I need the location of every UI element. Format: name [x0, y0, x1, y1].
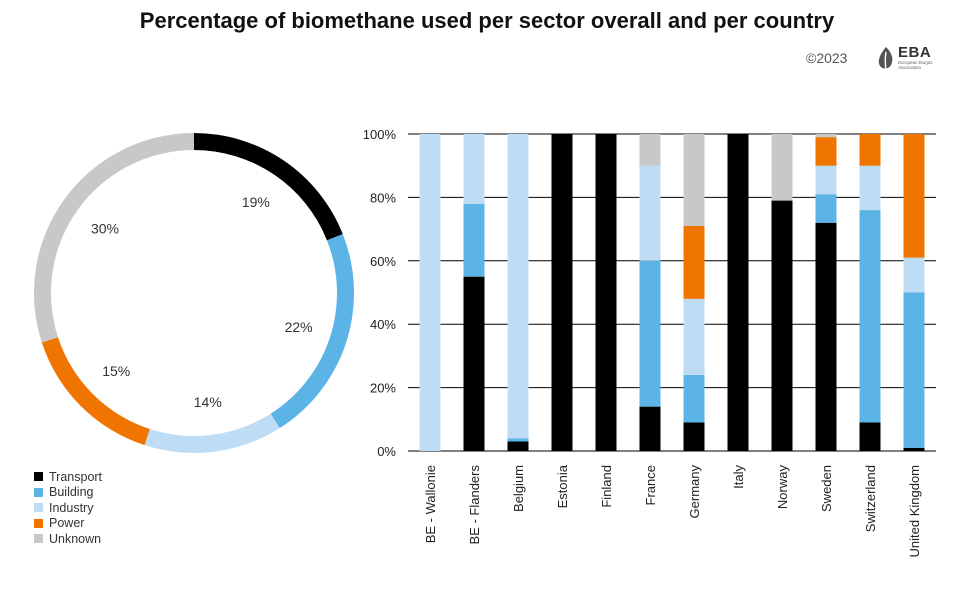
bar-switzerland-power: [859, 134, 881, 166]
donut-slice-power: [41, 337, 150, 446]
legend-label-unknown: Unknown: [49, 531, 102, 546]
x-tick-label-be-wallonie: BE - Wallonie: [423, 465, 438, 543]
legend-item-power: Power: [34, 516, 102, 532]
bar-switzerland-industry: [859, 165, 881, 211]
bar-be-flanders-transport: [463, 276, 485, 451]
bar-france-industry: [639, 165, 661, 261]
country-stacked-bar-chart: 0% 20% 40% 60% 80% 100% BE - Wallonie BE - Flan…: [363, 127, 936, 558]
y-tick-label: 40%: [370, 317, 396, 332]
bar-norway-unknown: [771, 134, 793, 201]
x-tick-label-belgium: Belgium: [511, 465, 526, 512]
bar-germany-transport: [683, 422, 705, 451]
legend-label-power: Power: [49, 516, 85, 531]
legend-swatch-transport: [34, 472, 43, 482]
x-tick-label-finland: Finland: [599, 465, 614, 508]
bar-sweden-transport: [815, 222, 837, 451]
x-tick-label-norway: Norway: [775, 465, 790, 510]
bar-switzerland-building: [859, 210, 881, 423]
y-tick-label: 60%: [370, 254, 396, 269]
donut-label-building: 22%: [285, 319, 313, 335]
legend-item-transport: Transport: [34, 469, 102, 485]
legend-label-industry: Industry: [49, 500, 94, 515]
y-tick-label: 80%: [370, 190, 396, 205]
y-tick-label: 0%: [377, 444, 396, 459]
donut-slice-building: [270, 234, 354, 429]
donut-slice-industry: [144, 413, 280, 453]
legend-swatch-unknown: [34, 534, 43, 544]
x-tick-label-germany: Germany: [687, 465, 702, 519]
sector-donut-chart: 19% 22% 14% 15% 30%: [33, 133, 354, 453]
bar-sweden-power: [815, 137, 837, 166]
bar-united-kingdom-building: [903, 292, 925, 448]
eba-logo: EBA European Biogas Association: [876, 44, 946, 74]
donut-label-industry: 14%: [194, 394, 222, 410]
bar-sweden-building: [815, 194, 837, 223]
donut-slice-transport: [194, 133, 343, 241]
bar-be-flanders-building: [463, 203, 485, 277]
donut-label-transport: 19%: [242, 194, 270, 210]
bar-france-unknown: [639, 134, 661, 166]
legend-label-transport: Transport: [49, 469, 103, 484]
x-tick-label-united-kingdom: United Kingdom: [907, 465, 922, 558]
logo-text: EBA: [898, 44, 932, 61]
bar-france-building: [639, 260, 661, 407]
bar-france-transport: [639, 406, 661, 451]
bar-finland-transport: [595, 134, 617, 451]
bar-be-wallonie-industry: [419, 134, 441, 451]
logo-subtext: European Biogas Association: [898, 60, 933, 70]
legend: Transport Building Industry Power Unknown: [34, 469, 102, 547]
x-tick-label-france: France: [643, 465, 658, 505]
legend-item-unknown: Unknown: [34, 531, 102, 547]
bar-germany-building: [683, 374, 705, 423]
bar-estonia-transport: [551, 134, 573, 451]
y-tick-label: 100%: [363, 127, 397, 142]
y-tick-label: 20%: [370, 381, 396, 396]
donut-label-power: 15%: [102, 363, 130, 379]
x-tick-label-italy: Italy: [731, 465, 746, 489]
bar-germany-power: [683, 225, 705, 299]
x-tick-label-estonia: Estonia: [555, 464, 570, 508]
bar-switzerland-transport: [859, 422, 881, 451]
chart-title: Percentage of biomethane used per sector…: [139, 8, 835, 33]
bar-united-kingdom-transport: [903, 447, 925, 451]
copyright-text: ©2023: [806, 50, 848, 66]
donut-label-unknown: 30%: [91, 220, 119, 236]
x-tick-label-be-flanders: BE - Flanders: [467, 465, 482, 545]
bar-sweden-industry: [815, 165, 837, 195]
bar-belgium-transport: [507, 441, 529, 451]
x-tick-label-sweden: Sweden: [819, 465, 834, 512]
legend-label-building: Building: [49, 485, 94, 500]
donut-slice-unknown: [33, 133, 194, 343]
legend-swatch-building: [34, 487, 43, 497]
bar-be-flanders-industry: [463, 134, 485, 204]
bar-germany-industry: [683, 298, 705, 375]
bar-united-kingdom-power: [903, 134, 925, 258]
bar-germany-unknown: [683, 134, 705, 226]
bar-sweden-unknown: [815, 134, 837, 138]
bar-united-kingdom-industry: [903, 257, 925, 293]
bar-belgium-building: [507, 438, 529, 442]
legend-item-industry: Industry: [34, 500, 102, 516]
legend-swatch-industry: [34, 503, 43, 513]
bar-norway-transport: [771, 200, 793, 451]
legend-item-building: Building: [34, 485, 102, 501]
legend-swatch-power: [34, 518, 43, 528]
leaf-icon: [878, 47, 893, 71]
bar-italy-transport: [727, 134, 749, 451]
x-tick-label-switzerland: Switzerland: [863, 465, 878, 532]
bar-belgium-industry: [507, 134, 529, 439]
